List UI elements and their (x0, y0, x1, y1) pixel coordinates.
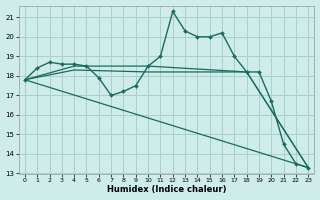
X-axis label: Humidex (Indice chaleur): Humidex (Indice chaleur) (107, 185, 226, 194)
